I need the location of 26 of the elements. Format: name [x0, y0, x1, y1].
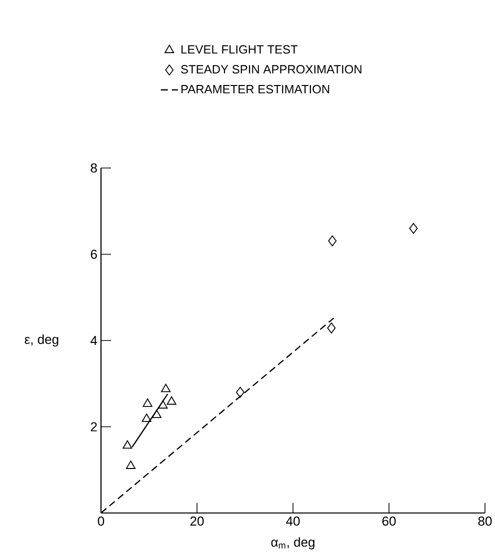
point: [142, 414, 152, 422]
legend-label: STEADY SPIN APPROXIMATION: [181, 65, 362, 74]
y-tick-label: 6: [90, 250, 97, 259]
point: [328, 235, 337, 246]
y-tick-label: 2: [90, 422, 97, 432]
y-axis-title: ε, deg: [24, 334, 58, 347]
x-tick-label: 20: [190, 516, 204, 526]
y-tick-label: 4: [90, 336, 98, 345]
point: [126, 460, 136, 469]
point: [327, 322, 336, 334]
point: [158, 400, 168, 409]
y-tick-label: 8: [90, 163, 97, 173]
legend-label: LEVEL FLIGHT TEST: [181, 45, 298, 54]
point: [409, 222, 418, 234]
point: [142, 398, 152, 407]
x-axis-title: α$_{m}$, deg: [271, 537, 314, 550]
x-tick-label: 80: [478, 516, 492, 526]
legend-label: PARAMETER ESTIMATION: [181, 84, 330, 94]
point: [236, 386, 244, 398]
x-tick-label: 0: [98, 516, 104, 526]
x-tick-label: 60: [382, 516, 396, 526]
point: [166, 396, 176, 405]
point: [122, 440, 132, 449]
x-tick-label: 40: [286, 516, 300, 526]
point: [152, 410, 162, 418]
point: [161, 384, 171, 392]
